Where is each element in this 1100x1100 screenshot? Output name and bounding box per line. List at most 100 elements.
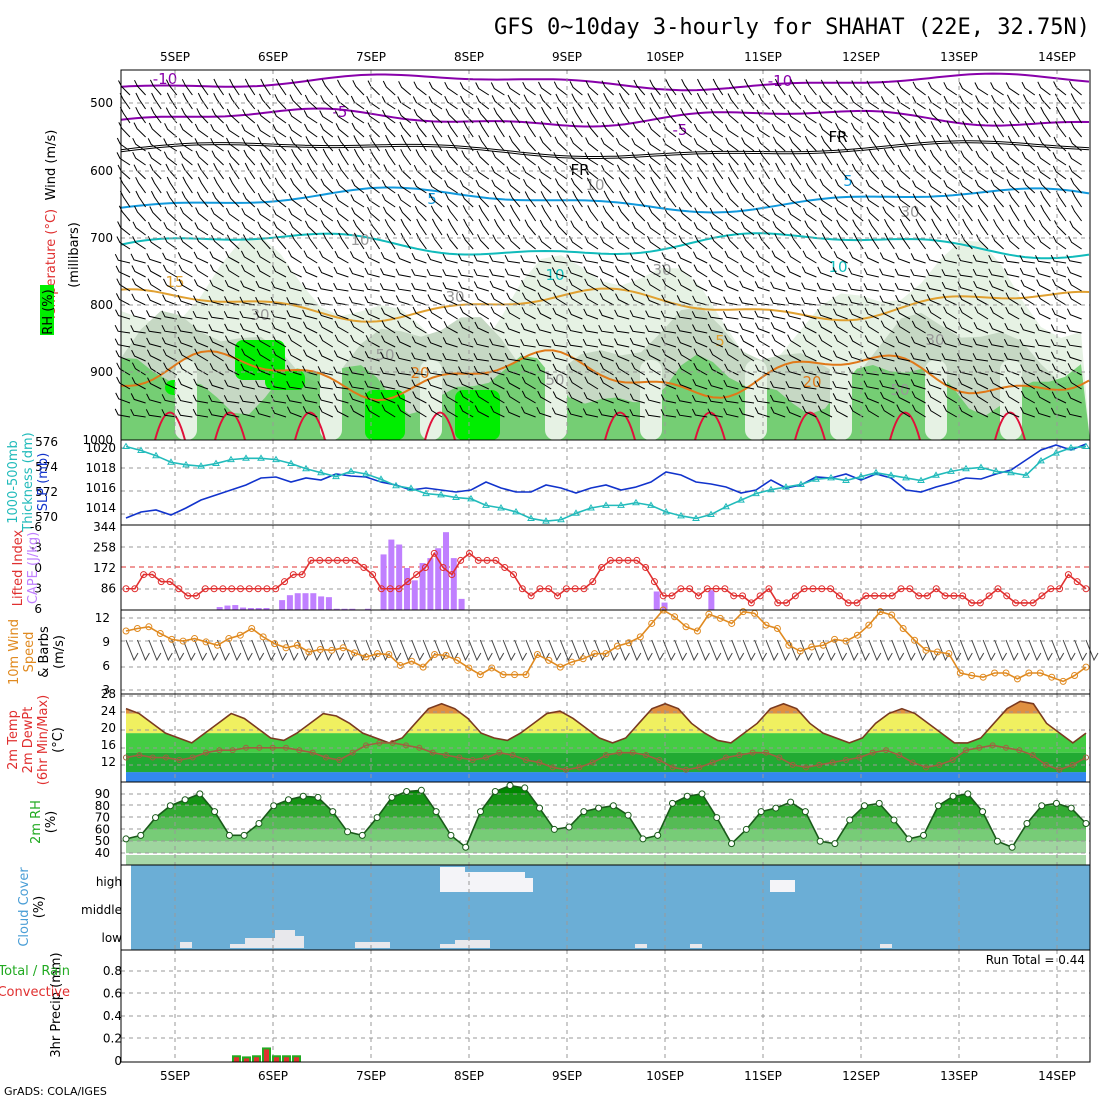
wind-barb: [785, 282, 801, 292]
wind-barb: [619, 92, 630, 110]
wind-barb: [988, 352, 1004, 362]
wind-barb: [931, 134, 942, 152]
dewpoint-line-point: [909, 759, 916, 766]
wind-barb: [333, 366, 349, 376]
wind10-barb: [605, 639, 619, 662]
wind-barb: [240, 335, 256, 348]
wind-barb: [446, 149, 458, 166]
precip-conv-bar: [264, 1049, 269, 1062]
wind10-tick: 6: [102, 659, 110, 673]
wind10-line-point: [511, 671, 519, 679]
wind10-line-point: [991, 669, 999, 677]
wind-barb: [556, 121, 568, 138]
wind-barb: [317, 309, 333, 320]
wind-barb: [399, 121, 412, 138]
wind-barb: [912, 193, 926, 208]
wind-barb: [988, 322, 1004, 334]
li-line-point: [650, 578, 658, 586]
rh2m-line-point: [166, 802, 174, 810]
wind-barb: [837, 232, 849, 250]
wind-barb: [896, 180, 911, 194]
wind-barb: [617, 205, 630, 222]
wind-barb: [693, 123, 708, 138]
wind-barb: [801, 309, 817, 320]
cape-tick: 344: [93, 520, 116, 534]
wind-barb: [863, 367, 879, 376]
wind10-barb: [331, 639, 345, 662]
wind10-barb: [845, 639, 859, 662]
dewpoint-line-point: [856, 754, 863, 761]
wind-barb: [1068, 137, 1082, 152]
dewpoint-line-point: [163, 754, 169, 761]
wind-barb: [256, 334, 271, 348]
wind-barb: [397, 109, 412, 124]
dewpoint-line-point: [309, 749, 316, 756]
wind-barb: [272, 109, 287, 124]
rh2m-line-point: [211, 808, 219, 816]
wind-barb: [973, 405, 989, 418]
wind-barb: [648, 163, 661, 180]
thickness-line: [125, 445, 1087, 522]
dewpoint-line-point: [936, 761, 943, 768]
wind10-barb: [456, 639, 470, 662]
wind10-barb: [914, 639, 928, 662]
wind-barb: [693, 279, 708, 292]
wind-barb: [195, 207, 209, 222]
wind-barb: [538, 178, 552, 194]
wind-barb: [400, 232, 412, 250]
wind-barb: [740, 250, 755, 264]
wind-barb: [585, 80, 599, 96]
thickness-line-point: [332, 472, 340, 480]
wind-barb: [879, 351, 895, 362]
wind-barb: [149, 164, 162, 180]
wind-barb: [787, 334, 802, 348]
wind-barb: [227, 150, 240, 166]
wind-barb: [693, 222, 708, 236]
li-line-point: [694, 592, 702, 600]
wind-barb: [335, 95, 349, 110]
wind-barb: [553, 292, 568, 306]
wind-barb: [413, 193, 427, 208]
wind-barb: [1003, 352, 1020, 362]
wind-barb: [650, 92, 661, 110]
wind-barb: [582, 324, 599, 334]
wind-barb: [411, 336, 427, 348]
rh2m-line-point: [344, 828, 352, 836]
wind10-barb: [251, 639, 265, 662]
wind-barb: [742, 234, 755, 250]
wind-barb: [536, 406, 552, 418]
wind-barb: [192, 408, 209, 418]
wind-barb: [556, 204, 568, 222]
wind10-barb: [651, 639, 665, 662]
li-line-point: [871, 592, 879, 600]
wind-barb: [821, 232, 833, 250]
temp2m-tick: 20: [101, 721, 116, 735]
rh-blob-bright: [455, 390, 500, 440]
wind-barb: [818, 250, 833, 264]
wind-barb: [288, 193, 302, 208]
wind-barb: [586, 121, 599, 138]
contour-label: 30: [925, 331, 944, 349]
wind-barb: [352, 219, 365, 236]
temp-contour-25: [794, 411, 826, 441]
wind-barb: [692, 295, 708, 306]
temp2m-tick: 24: [101, 704, 116, 718]
wind-barb: [708, 251, 724, 264]
wind-barb: [194, 222, 209, 236]
wind-barb: [132, 221, 146, 236]
li-line-point: [316, 556, 324, 564]
rh2m-line-point: [654, 831, 662, 839]
top-date-label: 9SEP: [552, 50, 582, 64]
cloud-bg: [131, 865, 1090, 950]
wind-barb: [181, 107, 193, 124]
wind-barb: [474, 405, 490, 418]
wind-barb: [772, 193, 786, 208]
wind-barb: [349, 350, 365, 362]
wind-barb: [305, 178, 318, 194]
wind-barb: [353, 232, 365, 250]
wind-barb: [943, 95, 958, 110]
wind-barb: [1023, 136, 1036, 152]
wind-barb: [411, 367, 427, 376]
wind-barb: [286, 281, 302, 292]
wind-barb: [478, 135, 490, 152]
